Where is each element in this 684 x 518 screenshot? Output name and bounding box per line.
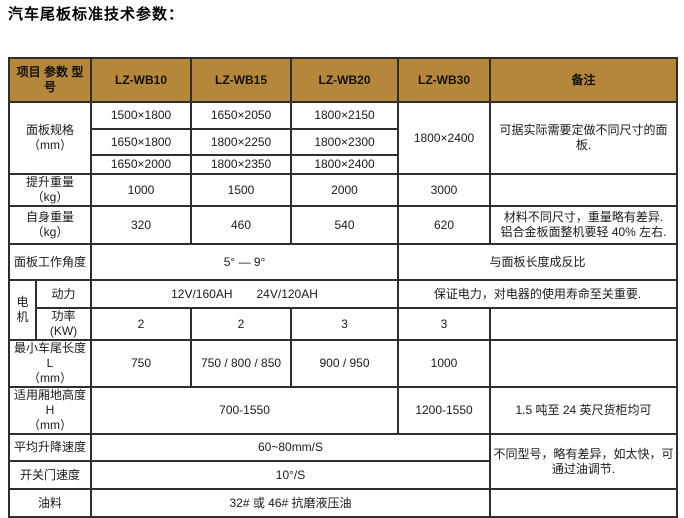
panel-spec-wb20-size2: 1800×2300 xyxy=(290,128,400,156)
motor-rating-wb15: 2 xyxy=(190,307,293,341)
panel-spec-wb10-size3: 1650×2000 xyxy=(90,154,193,175)
header-model-lz-wb20: LZ-WB20 xyxy=(290,57,400,103)
motor-rating-wb30: 3 xyxy=(397,307,492,341)
panel-spec-wb10-size2: 1650×1800 xyxy=(90,128,193,156)
row-panel-spec-1: 面板规格（mm） 1500×1800 1650×2050 1800×2150 1… xyxy=(7,101,679,175)
panel-spec-label: 面板规格（mm） xyxy=(7,101,93,175)
speed-remark: 不同型号，略有差异，如太快，可通过油调节. xyxy=(489,433,679,490)
self-weight-wb30: 620 xyxy=(397,205,492,245)
floor-height-label-line2: （mm） xyxy=(28,418,72,432)
floor-height-label-line1: 适用厢地高度 H xyxy=(14,388,87,417)
row-self-weight: 自身重量（kg） 320 460 540 620 材料不同尺寸，重量略有差异. … xyxy=(7,205,679,245)
header-remark: 备注 xyxy=(489,57,679,103)
row-min-tail-length: 最小车尾长度 L （mm） 750 750 / 800 / 850 900 / … xyxy=(7,339,679,388)
page-title: 汽车尾板标准技术参数： xyxy=(8,6,185,23)
row-lift-weight: 提升重量（kg） 1000 1500 2000 3000 xyxy=(7,173,679,207)
spec-table: 项目 参数 型号 LZ-WB10 LZ-WB15 LZ-WB20 LZ-WB30… xyxy=(7,57,679,518)
door-speed-label: 开关门速度 xyxy=(7,460,93,490)
lift-weight-wb30: 3000 xyxy=(397,173,492,207)
row-avg-speed: 平均升降速度 60~80mm/S 不同型号，略有差异，如太快，可通过油调节. xyxy=(7,433,679,490)
lift-weight-label: 提升重量（kg） xyxy=(7,173,93,207)
min-tail-length-remark-empty xyxy=(489,339,679,388)
panel-spec-wb20-size1: 1800×2150 xyxy=(290,101,400,130)
row-motor-power: 电机 动力 12V/160AH 24V/120AH 保证电力，对电器的使用寿命至… xyxy=(8,279,679,341)
oil-label: 油料 xyxy=(7,488,93,518)
motor-power-label: 动力 xyxy=(34,279,93,309)
work-angle-remark: 与面板长度成反比 xyxy=(397,243,679,281)
work-angle-label: 面板工作角度 xyxy=(7,243,93,281)
min-tail-length-label-line2: （mm） xyxy=(28,371,72,385)
oil-remark-empty xyxy=(489,488,679,518)
row-oil: 油料 32# 或 46# 抗磨液压油 xyxy=(7,488,679,518)
lift-weight-wb10: 1000 xyxy=(90,173,193,207)
motor-group-label: 电机 xyxy=(8,279,37,341)
motor-power-remark: 保证电力，对电器的使用寿命至关重要. xyxy=(397,279,679,309)
row-panel-spec-2: 1650×1800 1800×2250 1800×2300 xyxy=(9,128,677,156)
lift-weight-wb20: 2000 xyxy=(290,173,400,207)
floor-height-main-value: 700-1550 xyxy=(90,386,400,435)
row-work-angle: 面板工作角度 5° — 9° 与面板长度成反比 xyxy=(7,243,679,281)
panel-spec-wb30-size: 1800×2400 xyxy=(397,101,492,175)
self-weight-remark-line2: 铝合金板面整机要轻 40% 左右. xyxy=(500,225,667,239)
work-angle-value: 5° — 9° xyxy=(90,243,400,281)
header-row: 项目 参数 型号 LZ-WB10 LZ-WB15 LZ-WB20 LZ-WB30… xyxy=(7,57,679,103)
self-weight-remark: 材料不同尺寸，重量略有差异. 铝合金板面整机要轻 40% 左右. xyxy=(489,205,679,245)
oil-value: 32# 或 46# 抗磨液压油 xyxy=(90,488,492,518)
motor-rating-remark-empty xyxy=(489,307,679,341)
panel-spec-remark: 可据实际需要定做不同尺寸的面板. xyxy=(489,101,679,175)
floor-height-label: 适用厢地高度 H （mm） xyxy=(7,386,93,435)
motor-rating-label: 功率 (KW) xyxy=(34,307,93,341)
avg-speed-value: 60~80mm/S xyxy=(90,433,492,462)
header-model-lz-wb30: LZ-WB30 xyxy=(397,57,492,103)
panel-spec-wb15-size1: 1650×2050 xyxy=(190,101,293,130)
header-model-lz-wb15: LZ-WB15 xyxy=(190,57,293,103)
header-corner: 项目 参数 型号 xyxy=(7,57,93,103)
self-weight-remark-line1: 材料不同尺寸，重量略有差异. xyxy=(503,210,664,224)
row-panel-spec-3: 1650×2000 1800×2350 1800×2400 xyxy=(9,154,677,175)
motor-rating-wb10: 2 xyxy=(90,307,193,341)
min-tail-length-label-line1: 最小车尾长度 L xyxy=(14,341,87,370)
motor-power-value: 12V/160AH 24V/120AH xyxy=(90,279,400,309)
header-model-lz-wb10: LZ-WB10 xyxy=(90,57,193,103)
min-tail-length-wb30: 1000 xyxy=(397,339,492,388)
floor-height-remark: 1.5 吨至 24 英尺货柜均可 xyxy=(489,386,679,435)
self-weight-wb20: 540 xyxy=(290,205,400,245)
panel-spec-wb15-size3: 1800×2350 xyxy=(190,154,293,175)
min-tail-length-wb15: 750 / 800 / 850 xyxy=(190,339,293,388)
avg-speed-label: 平均升降速度 xyxy=(7,433,93,462)
self-weight-label: 自身重量（kg） xyxy=(7,205,93,245)
motor-rating-wb20: 3 xyxy=(290,307,400,341)
panel-spec-wb15-size2: 1800×2250 xyxy=(190,128,293,156)
self-weight-wb10: 320 xyxy=(90,205,193,245)
min-tail-length-wb20: 900 / 950 xyxy=(290,339,400,388)
door-speed-value: 10°/S xyxy=(90,460,492,490)
lift-weight-remark-empty xyxy=(489,173,679,207)
lift-weight-wb15: 1500 xyxy=(190,173,293,207)
panel-spec-wb10-size1: 1500×1800 xyxy=(90,101,193,130)
floor-height-wb30-value: 1200-1550 xyxy=(397,386,492,435)
row-floor-height: 适用厢地高度 H （mm） 700-1550 1200-1550 1.5 吨至 … xyxy=(7,386,679,435)
panel-spec-wb20-size3: 1800×2400 xyxy=(290,154,400,175)
self-weight-wb15: 460 xyxy=(190,205,293,245)
row-motor-rating: 功率 (KW) 2 2 3 3 xyxy=(9,307,679,341)
min-tail-length-wb10: 750 xyxy=(90,339,193,388)
min-tail-length-label: 最小车尾长度 L （mm） xyxy=(7,339,93,388)
